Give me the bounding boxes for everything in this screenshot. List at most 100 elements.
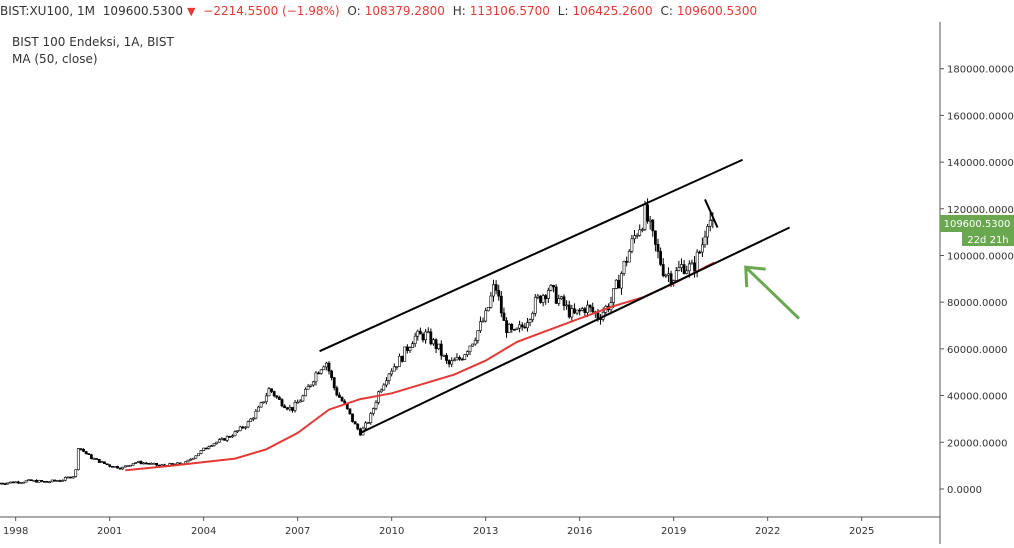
candle-body [366,422,370,424]
candle-body [142,462,146,465]
channel-upper[interactable] [319,158,744,353]
candle-body [426,331,430,334]
candle-body [76,448,80,470]
candle-body [134,462,138,464]
candle-body [6,482,10,485]
candle-body [306,386,310,390]
candle-body [317,372,320,375]
candle-body [437,343,441,350]
price-tag: 109600.5300 22d 21h [940,215,1014,246]
open-label: O: [347,4,361,18]
candle-body [50,479,54,483]
open-value: 108379.2800 [364,4,445,18]
candle-body [280,399,284,407]
candle-body [228,436,232,438]
candle-body [199,450,203,454]
candle-body [541,295,545,303]
candle-body [298,400,302,403]
price-chart[interactable]: 0.0000 20000.0000 40000.0000 60000.0000 8000… [0,22,1014,544]
candle-body [455,357,459,361]
candle-body [126,465,130,467]
candle-body [575,309,579,314]
x-tick-label: 2004 [191,526,216,537]
candle-body [533,297,537,314]
candle-body [246,421,250,428]
time-axis[interactable]: 1998 2001 2004 2007 2010 2013 2016 2019 2022 2025 [3,517,874,537]
candle-body [653,230,657,245]
candle-body [418,330,422,335]
candle-body [113,465,117,468]
candle-body [458,357,461,360]
high-value: 113106.5700 [469,4,550,18]
candle-body [97,458,101,463]
candle-body [544,295,548,299]
price-axis[interactable]: 0.0000 20000.0000 40000.0000 60000.0000 8000… [940,65,1014,496]
symbol-label: BIST:XU100, 1M [0,4,95,18]
candle-body [84,451,88,454]
candle-body [14,481,18,484]
candle-body [591,307,595,313]
candle-body [693,262,696,272]
candle-body [241,426,245,429]
candle-body [452,359,456,362]
candle-body [254,410,258,419]
candle-body [236,430,240,432]
x-tick-label: 2001 [97,526,122,537]
candle-body [648,219,652,222]
candle-body [567,304,571,318]
candle-body [429,331,433,345]
candle-body [110,466,114,468]
candle-body [526,322,529,329]
candle-body [71,476,75,479]
candle-body [74,469,78,477]
countdown-box [962,232,1014,246]
candle-body [87,453,91,455]
candle-body [664,274,668,277]
candle-body [61,479,65,482]
candle-body [108,464,112,467]
candle-body [264,395,268,403]
candle-body [215,441,219,444]
candle-body [48,481,52,484]
candle-body [489,295,493,308]
channel-lower[interactable] [359,226,791,434]
candle-body [53,479,57,482]
candle-body [105,463,109,466]
candle-body [379,389,383,393]
low-label: L: [557,4,569,18]
candle-body [332,377,336,389]
candle-body [424,331,428,341]
candle-body [309,384,313,387]
candle-body [411,343,414,348]
candle-body [403,346,407,362]
candle-body [479,321,482,331]
candle-body [257,406,260,412]
candle-body [58,480,62,482]
y-tick-label: 100000.0000 [947,251,1014,262]
candle-body [385,380,388,386]
candle-body [432,339,435,345]
candle-body [123,465,127,468]
candle-body [1,482,5,485]
candle-body [377,391,381,403]
candle-body [100,461,104,464]
countdown-value: 22d 21h [967,235,1008,246]
recent-down-segment[interactable] [704,199,719,228]
annotation-layer [744,265,801,320]
candle-body [131,463,135,466]
candle-body [656,244,660,252]
candle-body [643,204,647,230]
annotation-arrow-shaft[interactable] [744,266,801,320]
x-tick-label: 2013 [473,526,498,537]
candle-body [635,235,639,237]
candle-body [116,465,119,469]
candle-body [0,482,2,485]
candle-body [416,330,420,337]
chart-area[interactable]: 0.0000 20000.0000 40000.0000 60000.0000 8000… [0,22,1014,544]
candle-body [217,439,221,443]
candle-body [353,421,357,425]
candle-body [463,354,467,360]
candle-body [484,310,488,322]
close-value: 109600.5300 [676,4,758,18]
change-value: −2214.5500 (−1.98%) [203,4,340,18]
